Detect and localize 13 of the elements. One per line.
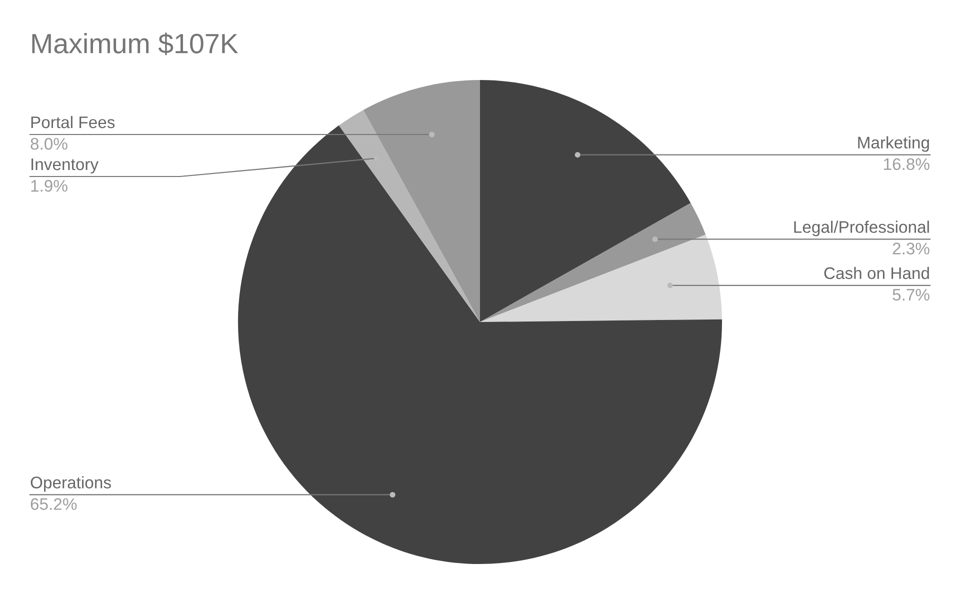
slice-label: Marketing (858, 136, 929, 152)
chart-title: Maximum $107K (32, 32, 238, 56)
data-label: 5.7% (892, 288, 930, 301)
data-label: 65.2% (30, 498, 77, 510)
slice-label: Portal Fees (31, 116, 115, 128)
slice-label: Operations (30, 476, 111, 492)
data-label: 2.3% (892, 242, 930, 254)
data-label: 1.9% (31, 180, 68, 192)
slice-label: Legal/Professional (794, 220, 929, 236)
slice-label: Cash on Hand (824, 266, 929, 280)
slice-label: Inventory (32, 158, 99, 174)
data-label: 8.0% (30, 138, 68, 150)
data-label: 16.8% (884, 158, 930, 170)
